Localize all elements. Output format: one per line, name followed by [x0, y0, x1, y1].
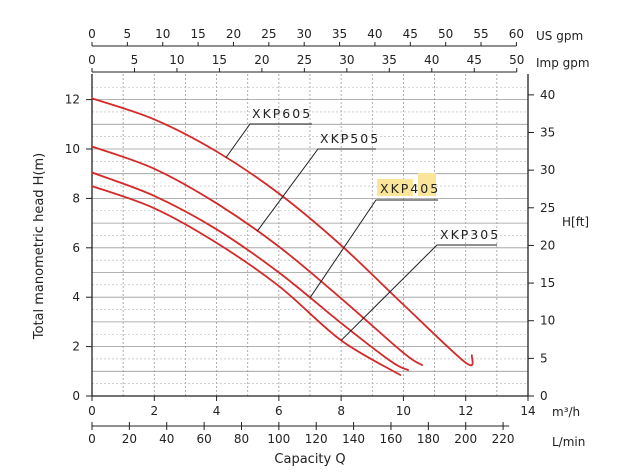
lmin-tick-label: 80 — [234, 432, 249, 446]
left-tick-label: 0 — [72, 389, 80, 403]
left-tick-label: 4 — [72, 290, 80, 304]
us-gpm-tick-label: 45 — [403, 27, 418, 41]
callout-leader-xkp405 — [309, 199, 438, 299]
lmin-tick-label: 0 — [88, 432, 96, 446]
imp-gpm-tick-label: 10 — [169, 53, 184, 67]
us-gpm-tick-label: 50 — [438, 27, 453, 41]
bottom-tick-label: 14 — [520, 404, 535, 418]
right-tick-label: 25 — [540, 201, 555, 215]
right-tick-label: 15 — [540, 276, 555, 290]
us-gpm-tick-label: 30 — [297, 27, 312, 41]
lmin-tick-label: 140 — [342, 432, 365, 446]
right-tick-label: 5 — [540, 351, 548, 365]
imp-gpm-tick-label: 45 — [467, 53, 482, 67]
left-tick-label: 2 — [72, 340, 80, 354]
us-gpm-tick-label: 5 — [124, 27, 132, 41]
imp-gpm-tick-label: 0 — [88, 53, 96, 67]
left-tick-label: 6 — [72, 241, 80, 255]
lmin-tick-label: 100 — [267, 432, 290, 446]
imp-gpm-tick-label: 35 — [382, 53, 397, 67]
bottom-tick-label: 6 — [275, 404, 283, 418]
us-gpm-tick-label: 60 — [509, 27, 524, 41]
callout-leader-xkp505 — [256, 148, 376, 232]
label-highlight-left — [377, 179, 413, 196]
us-gpm-tick-label: 55 — [473, 27, 488, 41]
left-tick-label: 12 — [65, 93, 80, 107]
lmin-tick-label: 180 — [417, 432, 440, 446]
callout-leader-xkp305 — [340, 244, 497, 341]
us-gpm-tick-label: 15 — [190, 27, 205, 41]
us-gpm-tick-label: 40 — [367, 27, 382, 41]
curve-label-xkp605: XKP605 — [252, 106, 312, 121]
top-primary-unit: US gpm — [536, 29, 583, 43]
lmin-tick-label: 220 — [492, 432, 515, 446]
us-gpm-tick-label: 25 — [261, 27, 276, 41]
curve-callouts: XKP605 XKP505 XKP405 XKP305 — [225, 106, 500, 341]
left-tick-label: 8 — [72, 191, 80, 205]
us-gpm-tick-label: 20 — [226, 27, 241, 41]
bottom-secondary-unit: L/min — [552, 435, 585, 449]
bottom-tick-label: 12 — [458, 404, 473, 418]
right-axis-unit: H[ft] — [562, 215, 589, 229]
imp-gpm-tick-label: 25 — [297, 53, 312, 67]
label-highlight-right — [418, 173, 436, 196]
callout-leader-xkp605 — [225, 123, 312, 159]
curve-label-xkp305: XKP305 — [440, 227, 500, 242]
lmin-tick-label: 120 — [305, 432, 328, 446]
curve-xkp405 — [91, 171, 409, 371]
bottom-tick-label: 4 — [213, 404, 221, 418]
right-tick-label: 35 — [540, 126, 555, 140]
bottom-tick-label: 8 — [337, 404, 345, 418]
lmin-tick-label: 200 — [454, 432, 477, 446]
imp-gpm-tick-label: 40 — [424, 53, 439, 67]
imp-gpm-tick-label: 15 — [212, 53, 227, 67]
curve-xkp605 — [91, 97, 474, 367]
imp-gpm-tick-label: 20 — [254, 53, 269, 67]
us-gpm-tick-label: 10 — [155, 27, 170, 41]
right-tick-label: 0 — [540, 389, 548, 403]
curve-label-xkp405: XKP405 — [380, 181, 440, 196]
y-axis-title: Total manometric head H(m) — [32, 153, 47, 340]
lmin-tick-label: 60 — [196, 432, 211, 446]
chart-grid — [92, 74, 528, 396]
right-tick-label: 20 — [540, 238, 555, 252]
right-tick-label: 10 — [540, 314, 555, 328]
imp-gpm-tick-label: 30 — [339, 53, 354, 67]
curve-xkp505 — [91, 145, 423, 366]
bottom-tick-label: 10 — [396, 404, 411, 418]
top-secondary-unit: Imp gpm — [536, 56, 590, 70]
bottom-tick-label: 0 — [88, 404, 96, 418]
imp-gpm-tick-label: 50 — [509, 53, 524, 67]
us-gpm-tick-label: 35 — [332, 27, 347, 41]
us-gpm-tick-label: 0 — [88, 27, 96, 41]
lmin-tick-label: 160 — [380, 432, 403, 446]
right-tick-label: 30 — [540, 163, 555, 177]
x-axis-title: Capacity Q — [274, 452, 345, 467]
bottom-tick-label: 2 — [150, 404, 158, 418]
lmin-tick-label: 40 — [159, 432, 174, 446]
curve-label-xkp505: XKP505 — [320, 131, 380, 146]
right-tick-label: 40 — [540, 88, 555, 102]
pump-curves — [91, 97, 474, 376]
imp-gpm-tick-label: 5 — [131, 53, 139, 67]
curve-xkp305 — [91, 185, 402, 376]
left-tick-label: 10 — [65, 142, 80, 156]
bottom-primary-unit: m³/h — [552, 405, 580, 419]
lmin-tick-label: 20 — [122, 432, 137, 446]
